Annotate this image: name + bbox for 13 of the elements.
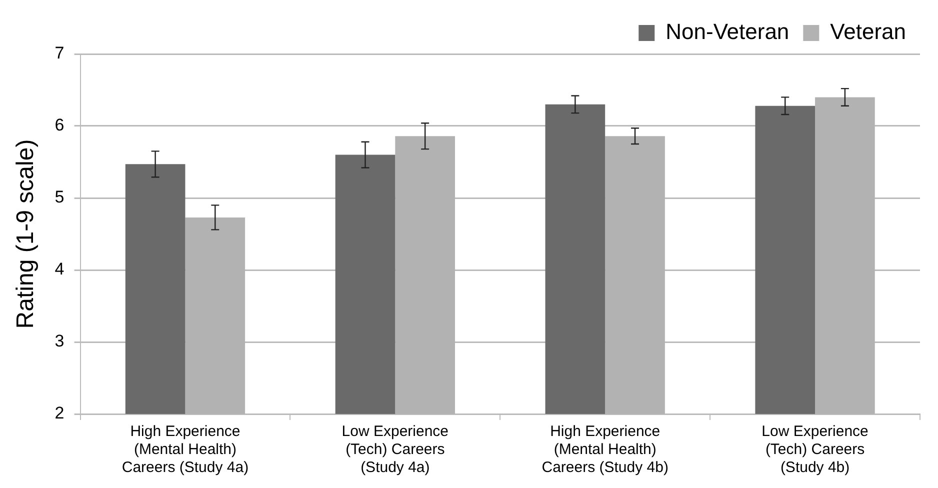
y-tick-label: 3 [54, 332, 64, 351]
x-tick-label: High Experience (Mental Health) Careers (Study 4b) [542, 423, 668, 476]
y-tick-label: 7 [54, 44, 64, 63]
y-tick-label: 4 [54, 260, 64, 279]
legend-label: Veteran [830, 19, 906, 44]
y-tick-label: 5 [54, 188, 64, 207]
x-tick-label: High Experience (Mental Health) Careers (Study 4a) [122, 423, 249, 476]
legend-label: Non-Veteran [666, 19, 790, 44]
x-tick-label: Low Experience (Tech) Careers (Study 4b) [762, 423, 868, 476]
y-axis-title: Rating (1-9 scale) [12, 139, 40, 329]
y-tick-label: 6 [54, 116, 64, 135]
y-tick-label: 2 [54, 404, 64, 423]
x-tick-label: Low Experience (Tech) Careers (Study 4a) [342, 423, 449, 476]
